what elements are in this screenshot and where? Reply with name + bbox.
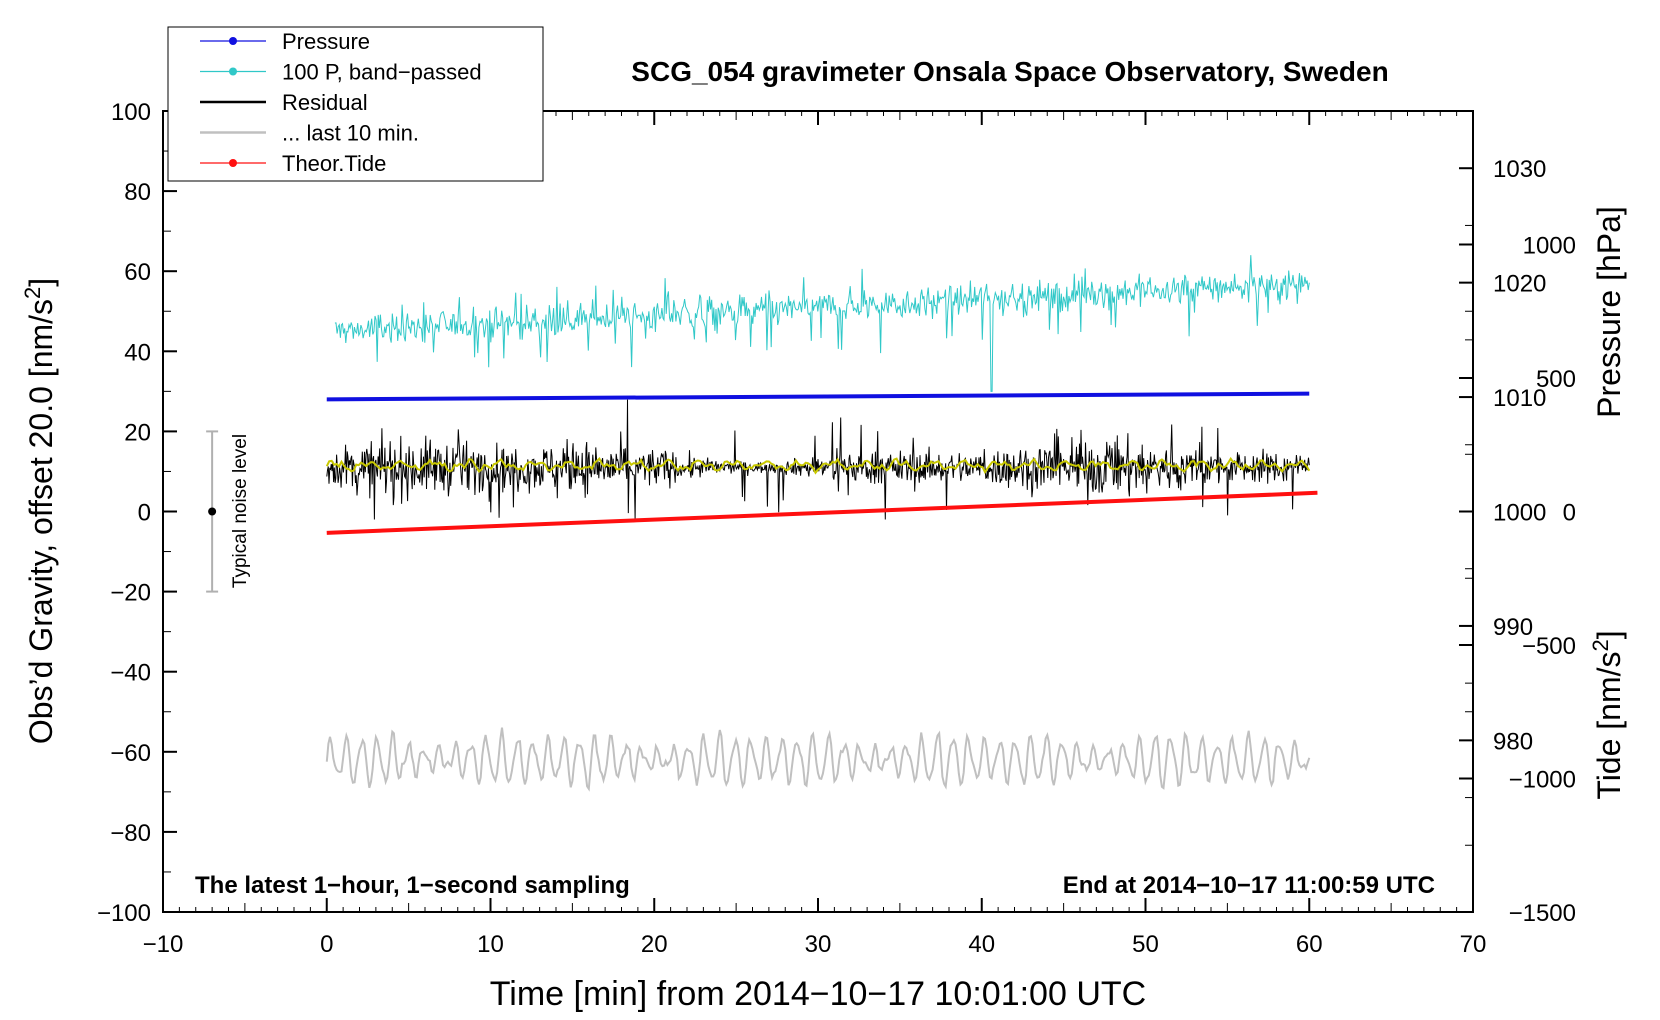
tide-tick-label: 1000 [1523, 233, 1576, 260]
x-tick-label: 50 [1132, 931, 1159, 958]
legend: Pressure 100 P, band−passed Residual ... la… [167, 26, 544, 182]
y-axis-label-left-main: Obs’d Gravity, offset 20.0 [nm/s [23, 299, 59, 744]
tide-tick-label: −500 [1522, 633, 1576, 660]
legend-box [167, 26, 544, 182]
y-axis-label-left-sup: 2 [20, 287, 45, 299]
legend-label-4: Theor.Tide [282, 151, 386, 176]
y-tick-label-left: 20 [124, 419, 151, 446]
y-tick-label-left: 60 [124, 259, 151, 286]
series-theoretical-tide [326, 490, 1318, 535]
x-tick-label: 60 [1296, 931, 1323, 958]
x-axis-label: Time [min] from 2014−10−17 10:01:00 UTC [490, 975, 1146, 1013]
y-tick-label-left: −40 [110, 660, 151, 687]
tide-tick-label: 0 [1563, 500, 1576, 527]
y-tick-label-left: −60 [110, 740, 151, 767]
y-tick-label-left: −80 [110, 820, 151, 847]
axes-layer: −10 0 10 20 30 40 50 60 70−100−80−60−40−20020406… [97, 99, 1576, 958]
legend-label-2: Residual [282, 90, 368, 115]
legend-marker-4 [229, 159, 237, 167]
y-tick-label-left: −20 [110, 580, 151, 607]
y-tick-label-left: 100 [111, 99, 151, 126]
y-axis-label-tide-main: Tide [nm/s [1591, 651, 1627, 799]
pressure-tick-label: 1030 [1493, 156, 1546, 183]
y-tick-label-left: 40 [124, 339, 151, 366]
pressure-tick-label: 980 [1493, 728, 1533, 755]
pressure-tick-label: 990 [1493, 614, 1533, 641]
legend-marker-1 [229, 67, 237, 76]
series-pressure [326, 391, 1310, 402]
y-tick-label-left: −100 [97, 900, 151, 927]
x-tick-label: 0 [320, 931, 333, 958]
y-axis-label-tide: Tide [nm/s2] [1588, 630, 1627, 799]
chart-title: SCG_054 gravimeter Onsala Space Observat… [631, 56, 1388, 87]
tide-tick-label: 500 [1536, 366, 1576, 393]
tide-tick-label: −1500 [1509, 900, 1576, 927]
pressure-tick-label: 1010 [1493, 385, 1546, 412]
x-tick-label: 40 [968, 931, 995, 958]
y-axis-label-tide-sup: 2 [1588, 639, 1613, 651]
pressure-tick-label: 1000 [1493, 500, 1546, 527]
noise-bar-center [208, 507, 217, 516]
legend-label-1: 100 P, band−passed [282, 60, 482, 85]
y-tick-label-left: 0 [138, 500, 151, 527]
pressure-tick-label: 1020 [1493, 271, 1546, 298]
x-tick-label: 30 [805, 931, 832, 958]
noise-bar [206, 430, 219, 593]
y-axis-label-tide-end: ] [1591, 630, 1627, 639]
x-tick-label: 20 [641, 931, 668, 958]
y-axis-label-left: Obs’d Gravity, offset 20.0 [nm/s2] [20, 278, 59, 744]
legend-label-3: ... last 10 min. [282, 121, 419, 146]
annotation-latest-hour: The latest 1−hour, 1−second sampling [195, 872, 630, 899]
legend-label-0: Pressure [282, 29, 370, 54]
annotation-end-time: End at 2014−10−17 11:00:59 UTC [1063, 872, 1435, 899]
y-axis-label-pressure: Pressure [hPa] [1591, 206, 1627, 418]
legend-marker-0 [229, 37, 237, 45]
x-tick-label: 70 [1460, 931, 1487, 958]
noise-bar-label: Typical noise level [230, 434, 251, 588]
x-tick-label: 10 [477, 931, 504, 958]
series-residual [326, 399, 1310, 520]
y-tick-label-left: 80 [124, 179, 151, 206]
series-band-passed [334, 255, 1310, 392]
y-axis-label-left-end: ] [23, 278, 59, 287]
series-last-10-min [325, 727, 1311, 792]
x-tick-label: −10 [143, 931, 184, 958]
series-residual-smoothed [325, 456, 1311, 475]
tide-tick-label: −1000 [1509, 767, 1576, 794]
series-layer [325, 255, 1318, 792]
